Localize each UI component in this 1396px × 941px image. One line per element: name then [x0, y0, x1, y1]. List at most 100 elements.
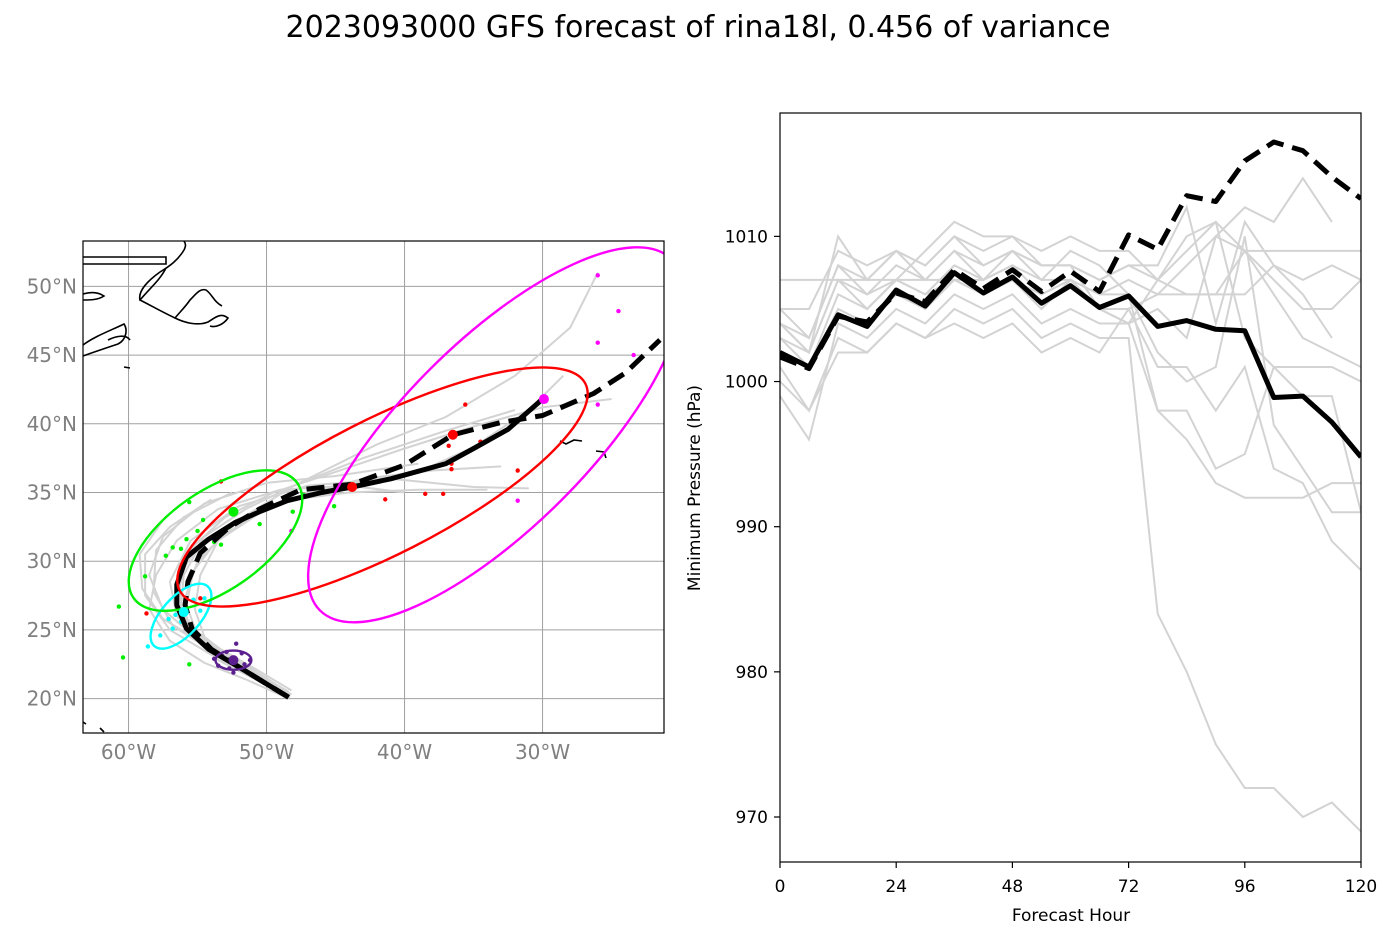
mean-position-h96: [347, 482, 358, 492]
member-position-h72: [257, 521, 262, 527]
ensemble-pressure-line: [780, 220, 1361, 310]
figure-title: 2023093000 GFS forecast of rina18l, 0.45…: [285, 10, 1111, 45]
member-position-h96: [446, 443, 451, 448]
map-x-tick-label: 30°W: [515, 740, 570, 764]
mean-position-h48: [178, 607, 189, 618]
member-position-h48: [170, 626, 175, 631]
pressure-frame: [779, 112, 1362, 863]
pressure-x-tick-label: 48: [1002, 877, 1024, 897]
ellipse-h48: [149, 582, 213, 650]
map-y-tick-label: 50°N: [27, 274, 77, 298]
mean-position-h96: [447, 429, 458, 440]
member-position-h48: [173, 612, 178, 618]
member-position-h96: [515, 468, 520, 473]
member-position-h72: [200, 517, 206, 523]
member-position-h120: [595, 402, 600, 407]
uncertainty-ellipses: [127, 246, 664, 671]
member-position-h72: [184, 537, 189, 542]
member-position-h120: [631, 352, 636, 358]
member-position-h72: [170, 545, 175, 550]
pressure-x-tick-label: 72: [1118, 877, 1140, 897]
member-position-h24: [233, 641, 239, 646]
pressure-x-tick-label: 96: [1234, 877, 1256, 897]
track-dashed: [182, 338, 662, 700]
ensemble-track: [138, 519, 287, 692]
map-x-tick-labels: 60°W 50°W 40°W 30°W: [101, 740, 570, 764]
member-position-h72: [331, 504, 337, 509]
member-position-h72: [195, 528, 200, 534]
ensemble-pressure-line: [780, 249, 1361, 369]
pressure-mean-lines: [780, 139, 1361, 459]
member-position-h72: [178, 546, 184, 552]
ensemble-pressure-line: [780, 307, 1361, 571]
map-y-tick-labels: 20°N 25°N 30°N 35°N 40°N 45°N 50°N: [27, 274, 77, 710]
ensemble-track: [148, 484, 405, 700]
ellipse-h24: [214, 649, 253, 671]
mean-position-h72: [228, 506, 239, 517]
pressure-y-tick-label: 990: [736, 518, 768, 538]
map-x-tick-label: 50°W: [239, 740, 294, 764]
pressure-y-axis-label: Minimum Pressure (hPa): [685, 385, 705, 591]
member-position-h96: [423, 491, 428, 497]
map-y-tick-label: 30°N: [27, 549, 77, 573]
pressure-y-ticks: 970 980 990 1000 1010: [725, 227, 780, 828]
member-position-h72: [120, 655, 126, 660]
pressure-x-ticks: 0 24 48 72 96 120: [775, 862, 1377, 897]
pressure-y-tick-label: 980: [736, 663, 768, 683]
pressure-y-tick-label: 1010: [725, 227, 768, 247]
member-position-h96: [198, 596, 203, 601]
ensemble-pressure-line: [780, 249, 1333, 340]
pressure-panel: 0 24 48 72 96 120 970 980 990 1000 1010 Forecast …: [685, 112, 1377, 926]
member-position-h24: [231, 670, 236, 675]
pressure-y-tick-label: 970: [736, 808, 768, 828]
ellipse-h120: [306, 246, 664, 624]
mean-position-h120: [538, 394, 549, 405]
member-position-h72: [187, 662, 192, 667]
pressure-x-tick-label: 24: [885, 877, 907, 897]
ellipse-h96: [176, 366, 589, 608]
member-position-h72: [290, 509, 295, 514]
member-position-h72: [116, 604, 122, 609]
pressure-plot-area: [780, 113, 1361, 862]
member-position-h48: [145, 644, 151, 649]
pressure-x-tick-label: 0: [775, 877, 786, 897]
map-y-tick-label: 25°N: [27, 618, 77, 642]
member-position-h96: [440, 491, 446, 497]
pressure-y-tick-label: 1000: [725, 373, 768, 393]
member-position-h24: [242, 662, 247, 667]
ellipse-h72: [127, 469, 304, 613]
pressure-x-tick-label: 120: [1345, 877, 1377, 897]
member-position-h48: [202, 596, 207, 601]
map-y-tick-label: 35°N: [27, 480, 77, 504]
member-position-h48: [158, 633, 163, 638]
member-position-h96: [144, 611, 149, 616]
member-position-h72: [163, 553, 169, 558]
map-x-tick-label: 60°W: [101, 740, 156, 764]
track-map-panel: 60°W 50°W 40°W 30°W 20°N 25°N 30°N 35°N 40°N 45°…: [27, 240, 665, 764]
member-position-h120: [616, 308, 621, 314]
map-y-tick-label: 20°N: [27, 687, 77, 711]
member-position-h96: [463, 402, 468, 407]
coastline-newfoundland: [83, 241, 607, 733]
member-position-h120: [595, 340, 600, 345]
member-position-h120: [595, 273, 600, 278]
member-position-h72: [142, 574, 148, 579]
member-position-h72: [218, 542, 224, 547]
member-position-h96: [449, 466, 454, 472]
pressure-x-axis-label: Forecast Hour: [1012, 906, 1130, 926]
member-position-h48: [166, 616, 171, 622]
mean-tracks: [174, 338, 662, 700]
ensemble-pressure-line: [780, 236, 1361, 514]
member-position-h96: [383, 497, 388, 502]
member-position-h120: [515, 498, 520, 503]
member-position-h72: [187, 499, 192, 505]
map-y-tick-label: 40°N: [27, 412, 77, 436]
mean-position-h24: [228, 655, 239, 666]
pressure-solid: [780, 270, 1361, 459]
map-plot-area: [83, 241, 664, 733]
member-position-h48: [198, 608, 203, 613]
map-x-tick-label: 40°W: [377, 740, 432, 764]
mean-positions: [178, 394, 549, 666]
map-frame: [82, 240, 665, 734]
